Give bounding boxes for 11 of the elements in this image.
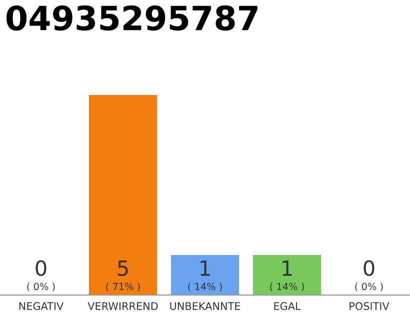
x-tick-label: EGAL xyxy=(274,302,301,310)
data-label: 0 ( 0% ) xyxy=(27,260,55,292)
data-label: 1 ( 14% ) xyxy=(188,260,222,292)
data-label: 5 ( 71% ) xyxy=(106,260,140,292)
x-tick-label: VERWIRREND xyxy=(88,302,158,310)
data-label: 1 ( 14% ) xyxy=(270,260,304,292)
x-tick-label: NEGATIV xyxy=(19,302,64,310)
x-tick-label: UNBEKANNTE xyxy=(170,302,240,310)
chart-title: 04935295787 xyxy=(6,5,258,31)
x-tick-label: POSITIV xyxy=(350,302,390,310)
data-label: 0 ( 0% ) xyxy=(355,260,383,292)
